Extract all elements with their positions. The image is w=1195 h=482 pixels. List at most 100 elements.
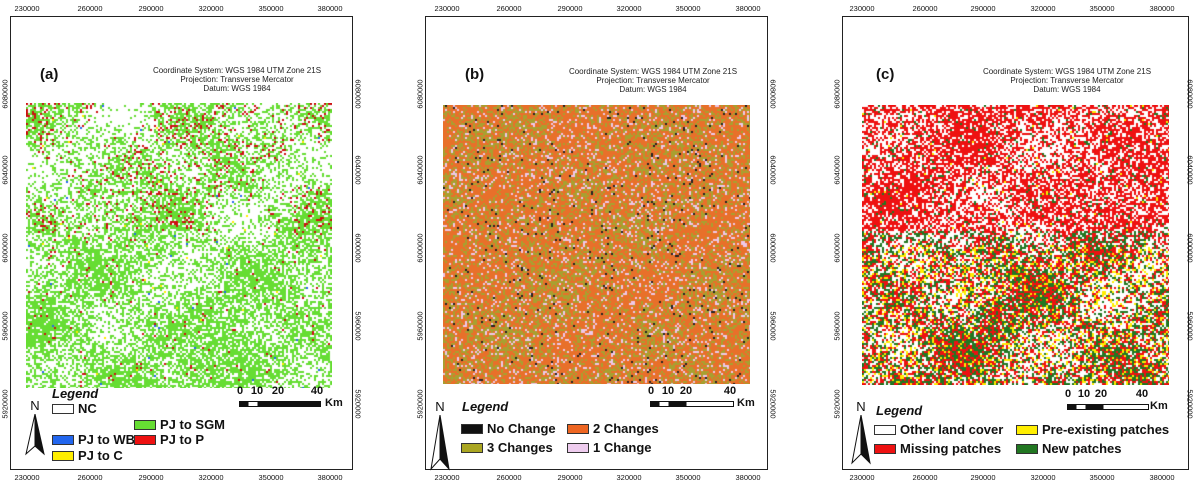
x-tick-bottom: 290000 [970,473,996,482]
x-tick-bottom: 230000 [14,473,40,482]
panel-label: (a) [40,66,59,83]
y-tick-right: 6080000 [1185,79,1195,109]
coordinate-info: Coordinate System: WGS 1984 UTM Zone 21S… [982,67,1152,94]
legend-swatch [134,419,156,430]
map-raster [862,105,1169,385]
legend-swatch [461,442,483,453]
x-tick-bottom: 230000 [849,473,875,482]
y-tick-left: 6000000 [0,233,10,263]
legend-label: No Change [487,421,556,436]
y-tick-left: 5920000 [0,389,10,419]
legend-swatch [1016,443,1038,454]
x-tick-top: 380000 [1149,4,1175,13]
x-tick-bottom: 230000 [434,473,460,482]
legend-label: 3 Changes [487,440,553,455]
legend-title: Legend [876,403,923,418]
x-tick-top: 320000 [1030,4,1056,13]
legend-label: PJ to C [78,448,123,463]
raster-canvas [862,105,1169,385]
legend-swatch [461,423,483,434]
x-tick-top: 260000 [77,4,103,13]
y-tick-right: 6000000 [768,233,778,263]
x-tick-bottom: 380000 [1149,473,1175,482]
x-tick-bottom: 260000 [77,473,103,482]
legend-title: Legend [52,386,99,401]
y-tick-left: 6040000 [832,155,842,185]
x-tick-top: 350000 [675,4,701,13]
x-tick-top: 350000 [1089,4,1115,13]
x-tick-top: 290000 [970,4,996,13]
x-tick-bottom: 320000 [1030,473,1056,482]
legend-item-pj-to-c: PJ to C [52,448,123,463]
x-tick-top: 290000 [557,4,583,13]
scale-bar: 0 10 20 40 Km [1064,388,1168,412]
y-tick-left: 6000000 [415,233,425,263]
y-tick-right: 6080000 [353,79,363,109]
legend-label: PJ to WB [78,432,136,447]
y-tick-right: 6000000 [353,233,363,263]
scale-bar: 0 10 20 40 Km [236,385,343,409]
x-tick-top: 230000 [14,4,40,13]
legend-swatch [52,403,74,414]
y-tick-right: 5960000 [1185,311,1195,341]
legend-label: Other land cover [900,422,1004,437]
legend-item-pj-to-sgm: PJ to SGM [134,417,225,432]
y-tick-right: 5920000 [1185,389,1195,419]
map-raster [443,105,750,384]
y-tick-left: 5920000 [415,389,425,419]
y-tick-left: 6080000 [832,79,842,109]
legend-swatch [874,424,896,435]
legend-label: NC [78,401,97,416]
legend-item-pj-to-wb: PJ to WB [52,432,135,447]
y-tick-left: 5920000 [832,389,842,419]
y-tick-left: 5960000 [832,311,842,341]
y-tick-left: 6080000 [415,79,425,109]
legend-swatch [52,450,74,461]
legend-item-3-changes: 3 Changes [461,440,553,455]
legend-swatch [1016,424,1038,435]
y-tick-left: 5960000 [0,311,10,341]
legend-swatch [567,442,589,453]
raster-canvas [443,105,750,384]
map-raster [26,103,332,388]
x-tick-top: 260000 [912,4,938,13]
legend-item-new-patches: New patches [1016,441,1121,456]
x-tick-top: 260000 [496,4,522,13]
x-tick-bottom: 380000 [317,473,343,482]
legend-item-nc: NC [52,401,97,416]
y-tick-right: 6040000 [768,155,778,185]
legend-item-2-changes: 2 Changes [567,421,659,436]
x-tick-bottom: 290000 [138,473,164,482]
x-tick-bottom: 380000 [735,473,761,482]
raster-canvas [26,103,332,388]
map-panel-b: 230000 260000 290000 320000 350000 38000… [415,4,778,482]
legend-label: 1 Change [593,440,652,455]
map-panel-c: 230000 260000 290000 320000 350000 38000… [832,4,1195,482]
legend-swatch [567,423,589,434]
x-tick-bottom: 260000 [912,473,938,482]
legend-label: Pre-existing patches [1042,422,1170,437]
y-tick-right: 5960000 [768,311,778,341]
coordinate-info: Coordinate System: WGS 1984 UTM Zone 21S… [568,67,738,94]
y-tick-left: 5960000 [415,311,425,341]
legend-label: Missing patches [900,441,1002,456]
legend-swatch [134,434,156,445]
y-tick-left: 6080000 [0,79,10,109]
x-tick-bottom: 320000 [198,473,224,482]
legend-label: PJ to P [160,432,205,447]
y-tick-left: 6040000 [415,155,425,185]
y-tick-right: 6000000 [1185,233,1195,263]
x-tick-bottom: 350000 [258,473,284,482]
legend-label: 2 Changes [593,421,659,436]
x-tick-top: 350000 [258,4,284,13]
x-tick-top: 380000 [735,4,761,13]
legend-item-1-change: 1 Change [567,440,652,455]
legend-item-no-change: No Change [461,421,556,436]
legend-label: PJ to SGM [160,417,226,432]
x-tick-bottom: 260000 [496,473,522,482]
y-tick-right: 5920000 [768,389,778,419]
x-tick-top: 230000 [849,4,875,13]
x-tick-top: 230000 [434,4,460,13]
x-tick-bottom: 350000 [675,473,701,482]
x-tick-top: 380000 [317,4,343,13]
